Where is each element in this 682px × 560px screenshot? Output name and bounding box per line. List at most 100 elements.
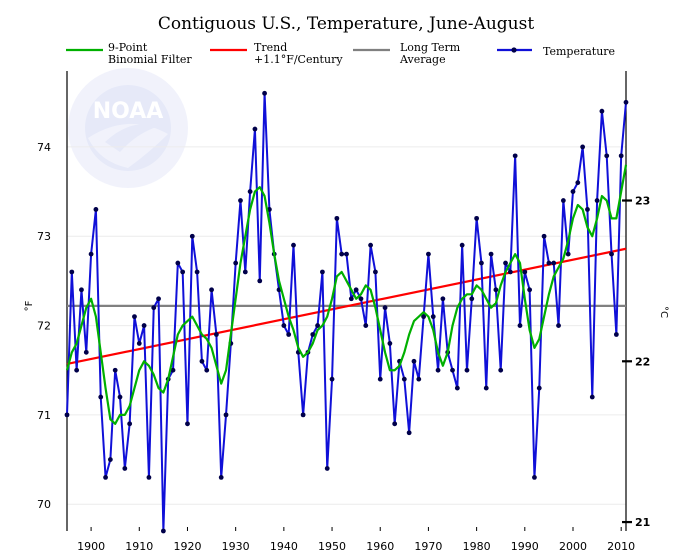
legend-label-filter-2: Binomial Filter bbox=[108, 53, 192, 66]
temperature-point bbox=[512, 153, 518, 159]
temperature-point bbox=[522, 269, 528, 275]
temperature-point bbox=[209, 287, 214, 293]
temperature-point bbox=[242, 269, 248, 275]
axes bbox=[66, 71, 632, 531]
temperature-point bbox=[122, 466, 128, 471]
temperature-point bbox=[585, 207, 590, 212]
x-tick-label: 1910 bbox=[125, 540, 153, 553]
tick-labels: 70 71 72 73 74 1900 1910 1920 1930 1940 1950 1960 19… bbox=[37, 141, 650, 553]
temperature-point bbox=[83, 349, 89, 355]
temperature-point bbox=[344, 251, 349, 257]
legend-item-temperature: Temperature bbox=[497, 45, 615, 58]
temperature-point bbox=[88, 251, 94, 257]
temperature-point bbox=[194, 269, 200, 275]
temperature-point bbox=[426, 251, 431, 257]
temperature-point bbox=[556, 323, 561, 328]
temperature-point bbox=[79, 287, 84, 293]
temperature-point bbox=[324, 466, 330, 471]
temperature-point bbox=[329, 376, 335, 382]
x-tick-label: 1970 bbox=[414, 540, 442, 553]
x-tick-label: 1930 bbox=[222, 540, 250, 553]
temperature-point bbox=[151, 305, 157, 311]
temperature-point bbox=[146, 475, 152, 480]
temperature-point bbox=[546, 260, 552, 266]
temperature-point bbox=[136, 341, 142, 346]
legend-item-filter: 9-Point Binomial Filter bbox=[66, 41, 192, 66]
temperature-point bbox=[185, 421, 190, 427]
temperature-point bbox=[373, 269, 378, 275]
temperature-point bbox=[551, 260, 557, 266]
temperature-point bbox=[450, 367, 455, 373]
y-axis-label-f: °F bbox=[24, 300, 35, 311]
temperature-point bbox=[189, 233, 195, 239]
temperature-point bbox=[74, 367, 80, 373]
x-tick-label: 1950 bbox=[318, 540, 346, 553]
x-tick-label: 2000 bbox=[559, 540, 587, 553]
x-tick-label: 1990 bbox=[511, 540, 539, 553]
temperature-point bbox=[488, 251, 494, 257]
temperature-point bbox=[541, 233, 547, 239]
temperature-point bbox=[570, 189, 576, 194]
temperature-point bbox=[300, 412, 306, 418]
temperature-point bbox=[401, 376, 407, 382]
temperature-point bbox=[421, 314, 427, 320]
temperature-point bbox=[594, 198, 600, 203]
legend-label-filter-1: 9-Point bbox=[108, 41, 148, 54]
temperature-point bbox=[199, 358, 205, 364]
temperature-point bbox=[440, 296, 446, 302]
temperature-point bbox=[363, 323, 369, 328]
temperature-point bbox=[112, 367, 118, 373]
temperature-point bbox=[609, 251, 614, 257]
x-tick-label: 1940 bbox=[270, 540, 298, 553]
temperature-point bbox=[392, 421, 398, 427]
temperature-point bbox=[575, 180, 581, 186]
temperature-point bbox=[517, 323, 523, 328]
chart-title: Contiguous U.S., Temperature, June-Augus… bbox=[158, 14, 535, 34]
y-tick-label: 74 bbox=[37, 141, 51, 154]
temperature-point bbox=[247, 189, 253, 194]
x-tick-label: 1980 bbox=[463, 540, 491, 553]
temperature-point bbox=[252, 126, 258, 132]
temperature-point bbox=[416, 376, 422, 382]
temperature-point bbox=[382, 305, 388, 311]
temperature-point bbox=[339, 251, 345, 257]
temperature-point bbox=[132, 314, 137, 320]
temperature-point bbox=[262, 90, 267, 96]
temperature-point bbox=[310, 332, 316, 337]
temperature-point bbox=[377, 376, 383, 382]
temperature-point bbox=[213, 332, 219, 337]
temperature-point bbox=[483, 385, 489, 391]
legend-label-average-1: Long Term bbox=[400, 41, 461, 54]
legend: 9-Point Binomial Filter Trend +1.1°F/Cen… bbox=[66, 41, 615, 66]
temperature-point bbox=[353, 287, 359, 293]
x-tick-label: 2010 bbox=[607, 540, 635, 553]
temperature-point bbox=[507, 269, 513, 275]
y-tick-label: 70 bbox=[37, 498, 51, 511]
temperature-point bbox=[348, 296, 354, 302]
temperature-point bbox=[257, 278, 263, 284]
temperature-point bbox=[503, 260, 508, 266]
x-tick-label: 1920 bbox=[173, 540, 201, 553]
temperature-point bbox=[156, 296, 161, 302]
series bbox=[64, 90, 629, 534]
noaa-logo: NOAA bbox=[68, 68, 188, 188]
c-tick-label: 23 bbox=[635, 195, 650, 208]
temperature-point bbox=[117, 394, 123, 400]
y-tick-label: 71 bbox=[37, 409, 51, 422]
temperature-point bbox=[368, 242, 373, 248]
y-axis-label-c: °C bbox=[658, 306, 669, 318]
temperature-point bbox=[430, 314, 436, 320]
y-tick-label: 72 bbox=[37, 320, 51, 333]
temperature-point bbox=[387, 341, 393, 346]
temperature-point bbox=[238, 198, 243, 203]
temperature-point bbox=[223, 412, 229, 418]
temperature-point bbox=[170, 367, 176, 373]
temperature-point bbox=[93, 207, 99, 212]
temperature-point bbox=[160, 528, 166, 534]
temperature-point bbox=[580, 144, 586, 150]
temperature-point bbox=[64, 412, 70, 418]
c-tick-label: 22 bbox=[635, 355, 650, 368]
legend-item-average: Long Term Average bbox=[353, 41, 461, 66]
temperature-point bbox=[604, 153, 610, 159]
temperature-point bbox=[411, 358, 417, 364]
